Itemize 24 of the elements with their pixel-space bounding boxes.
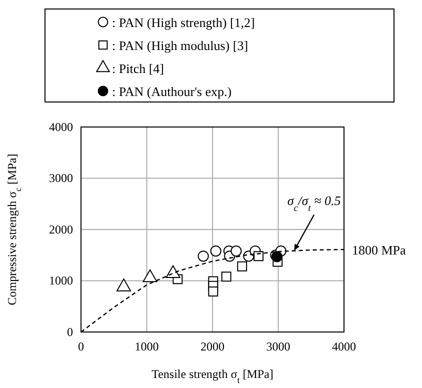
- annotation: σ$_{c}$/σ$_{t}$ ≈ 0.5: [287, 192, 342, 214]
- x-tick-label: 0: [78, 340, 84, 354]
- x-tick-label: 1000: [134, 340, 159, 354]
- point: [198, 250, 209, 262]
- point: [208, 286, 218, 296]
- point: [221, 272, 232, 282]
- legend-label: : PAN (High strength) [1,2]: [112, 15, 255, 30]
- point: [254, 251, 264, 262]
- point: [230, 245, 242, 257]
- legend-label: : Pitch [4]: [112, 61, 164, 76]
- x-tick-label: 3000: [266, 340, 290, 354]
- y-tick-label: 2000: [49, 222, 73, 236]
- x-tick-label: 2000: [200, 340, 224, 354]
- y-tick-label: 0: [67, 324, 73, 339]
- point: [237, 261, 248, 272]
- point: [210, 245, 222, 257]
- x-axis-title: Tensile strength σ$_{t}$ [MPa]: [152, 367, 274, 385]
- legend-label: : PAN (High modulus) [3]: [112, 38, 248, 53]
- annotation: 1800 MPa: [352, 242, 406, 258]
- legend-label: : PAN (Authour's exp.): [112, 84, 232, 99]
- y-tick-label: 3000: [49, 171, 73, 186]
- x-tick-label: 4000: [332, 340, 356, 354]
- y-tick-label: 4000: [49, 120, 73, 134]
- y-tick-label: 1000: [49, 274, 73, 288]
